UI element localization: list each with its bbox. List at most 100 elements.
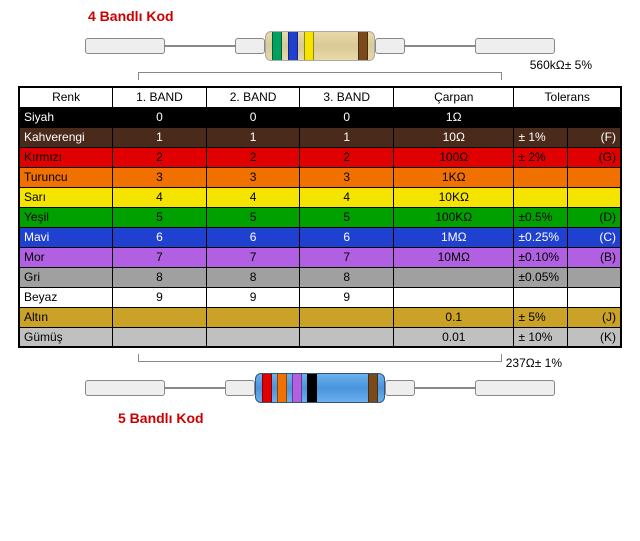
cell: Altın — [19, 307, 113, 327]
cell: 2 — [206, 147, 300, 167]
cell: 0.1 — [394, 307, 514, 327]
cell-tolerance-code: (F) — [567, 127, 621, 147]
cell: 8 — [113, 267, 207, 287]
table-row: Kırmızı222100Ω± 2%(G) — [19, 147, 621, 167]
cell: 2 — [113, 147, 207, 167]
table-header-row: Renk 1. BAND 2. BAND 3. BAND Çarpan Tole… — [19, 87, 621, 107]
table-row: Gümüş0.01± 10%(K) — [19, 327, 621, 347]
table-row: Turuncu3331KΩ — [19, 167, 621, 187]
cell: 0 — [206, 107, 300, 127]
band — [277, 374, 287, 402]
wire — [405, 45, 475, 47]
cell-tolerance-code — [567, 267, 621, 287]
cell: 4 — [300, 187, 394, 207]
cell-tolerance: ± 5% — [514, 307, 568, 327]
cell: 6 — [300, 227, 394, 247]
cell: 9 — [113, 287, 207, 307]
header-renk: Renk — [19, 87, 113, 107]
cell-tolerance-code: (C) — [567, 227, 621, 247]
cell: Gümüş — [19, 327, 113, 347]
table-row: Altın 0.1± 5%(J) — [19, 307, 621, 327]
cell-tolerance — [514, 167, 568, 187]
cell: 6 — [113, 227, 207, 247]
cell-tolerance — [514, 107, 568, 127]
cell: 10MΩ — [394, 247, 514, 267]
lead-left-inner — [235, 38, 265, 54]
cell-tolerance: ±0.10% — [514, 247, 568, 267]
cell-tolerance-code: (J) — [567, 307, 621, 327]
cell: 8 — [300, 267, 394, 287]
lead-left-outer — [85, 380, 165, 396]
cell: 7 — [113, 247, 207, 267]
table-row: Siyah0001Ω — [19, 107, 621, 127]
resistor-5band: 237Ω± 1% — [8, 370, 632, 406]
cell-tolerance-code: (B) — [567, 247, 621, 267]
cell-tolerance: ± 10% — [514, 327, 568, 347]
title-5band: 5 Bandlı Kod — [118, 410, 632, 426]
cell-tolerance: ±0.25% — [514, 227, 568, 247]
band — [288, 32, 298, 60]
cell: 5 — [206, 207, 300, 227]
cell: 9 — [206, 287, 300, 307]
table-row: Sarı44410KΩ — [19, 187, 621, 207]
cell: 100KΩ — [394, 207, 514, 227]
wire — [165, 45, 235, 47]
cell: Mor — [19, 247, 113, 267]
cell — [300, 327, 394, 347]
cell — [113, 307, 207, 327]
header-carpan: Çarpan — [394, 87, 514, 107]
cell: 7 — [206, 247, 300, 267]
cell — [300, 307, 394, 327]
cell-tolerance-code: (D) — [567, 207, 621, 227]
cell: 9 — [300, 287, 394, 307]
band — [304, 32, 314, 60]
cell-tolerance-code — [567, 287, 621, 307]
cell-tolerance — [514, 287, 568, 307]
header-tolerans: Tolerans — [514, 87, 621, 107]
cell: 5 — [113, 207, 207, 227]
lead-right-outer — [475, 380, 555, 396]
cell: 8 — [206, 267, 300, 287]
resistor-4band: 560kΩ± 5% — [8, 28, 632, 64]
lead-right-outer — [475, 38, 555, 54]
table-row: Mavi6661MΩ±0.25%(C) — [19, 227, 621, 247]
cell-tolerance: ± 2% — [514, 147, 568, 167]
cell: 3 — [300, 167, 394, 187]
band — [272, 32, 282, 60]
cell-tolerance-code: (G) — [567, 147, 621, 167]
cell — [206, 327, 300, 347]
cell: Turuncu — [19, 167, 113, 187]
cell-tolerance-code: (K) — [567, 327, 621, 347]
band — [292, 374, 302, 402]
cell: 5 — [300, 207, 394, 227]
lead-left-outer — [85, 38, 165, 54]
cell: Kahverengi — [19, 127, 113, 147]
cell: 3 — [113, 167, 207, 187]
band — [358, 32, 368, 60]
cell: 1MΩ — [394, 227, 514, 247]
cell-tolerance-code — [567, 187, 621, 207]
wire — [165, 387, 225, 389]
connector-lines-top — [8, 64, 632, 82]
cell: 2 — [300, 147, 394, 167]
cell: 0 — [300, 107, 394, 127]
resistor-body-5 — [255, 373, 385, 403]
band — [368, 374, 378, 402]
header-band2: 2. BAND — [206, 87, 300, 107]
lead-right-inner — [375, 38, 405, 54]
color-code-table: Renk 1. BAND 2. BAND 3. BAND Çarpan Tole… — [18, 86, 622, 348]
cell: Sarı — [19, 187, 113, 207]
cell: Gri — [19, 267, 113, 287]
cell: 1 — [300, 127, 394, 147]
header-band3: 3. BAND — [300, 87, 394, 107]
band — [307, 374, 317, 402]
cell: 1KΩ — [394, 167, 514, 187]
cell: Mavi — [19, 227, 113, 247]
cell: 4 — [206, 187, 300, 207]
cell: Kırmızı — [19, 147, 113, 167]
cell-tolerance — [514, 187, 568, 207]
cell-tolerance-code — [567, 107, 621, 127]
resistor-body-4 — [265, 31, 375, 61]
lead-right-inner — [385, 380, 415, 396]
cell: Yeşil — [19, 207, 113, 227]
